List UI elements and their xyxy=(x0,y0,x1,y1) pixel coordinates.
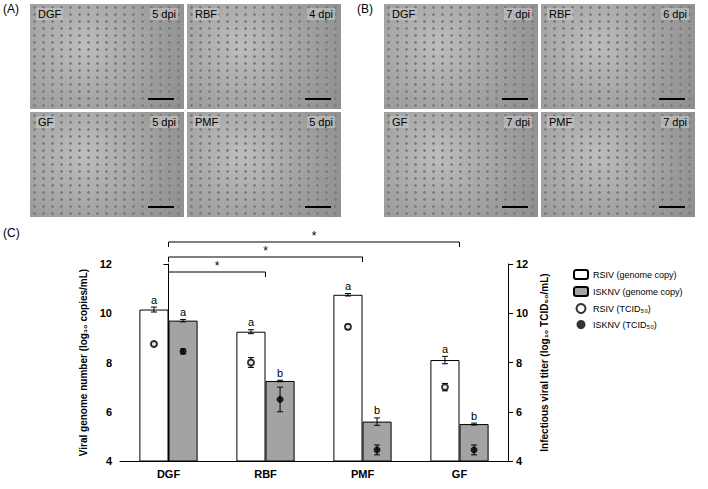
html-text:7 dpi: 7 dpi xyxy=(663,116,687,128)
svg-text:b: b xyxy=(277,367,283,379)
svg-text:10: 10 xyxy=(100,307,112,319)
svg-text:6: 6 xyxy=(516,406,522,418)
html-text:RBF: RBF xyxy=(195,8,217,20)
html-text:GF: GF xyxy=(38,116,54,128)
html-text:4 dpi: 4 dpi xyxy=(309,8,333,20)
svg-text:GF: GF xyxy=(452,468,468,480)
svg-text:b: b xyxy=(471,410,477,422)
html-text:5 dpi: 5 dpi xyxy=(152,8,176,20)
html-text:5 dpi: 5 dpi xyxy=(152,116,176,128)
svg-text:12: 12 xyxy=(516,258,528,270)
svg-text:4: 4 xyxy=(516,455,523,467)
html-text:DGF: DGF xyxy=(392,8,416,20)
html-text:7 dpi: 7 dpi xyxy=(506,8,530,20)
svg-text:12: 12 xyxy=(100,258,112,270)
svg-text:ISKNV (genome copy): ISKNV (genome copy) xyxy=(593,287,683,297)
svg-text:6: 6 xyxy=(106,406,112,418)
svg-text:RSIV (genome copy): RSIV (genome copy) xyxy=(593,270,677,280)
html-text:7 dpi: 7 dpi xyxy=(506,116,530,128)
html-text:(B): (B) xyxy=(357,2,373,16)
svg-text:RBF: RBF xyxy=(254,468,277,480)
svg-text:Viral genome number (log₁₀ cop: Viral genome number (log₁₀ copies/mL) xyxy=(78,269,89,456)
svg-text:a: a xyxy=(180,306,187,318)
html-text:6 dpi: 6 dpi xyxy=(663,8,687,20)
html-text:RBF: RBF xyxy=(549,8,571,20)
svg-text:*: * xyxy=(263,244,268,258)
html-text:PMF: PMF xyxy=(549,116,573,128)
html-text:GF: GF xyxy=(392,116,408,128)
svg-text:a: a xyxy=(248,316,255,328)
svg-text:4: 4 xyxy=(106,455,113,467)
svg-text:PMF: PMF xyxy=(351,468,375,480)
html-text:DGF: DGF xyxy=(38,8,62,20)
svg-text:ISKNV (TCID₅₀): ISKNV (TCID₅₀) xyxy=(593,320,657,330)
svg-text:DGF: DGF xyxy=(157,468,181,480)
svg-text:*: * xyxy=(215,259,220,273)
svg-text:a: a xyxy=(345,280,352,292)
html-text:(A): (A) xyxy=(3,2,19,16)
html-text:PMF: PMF xyxy=(195,116,219,128)
svg-text:*: * xyxy=(312,229,317,243)
svg-text:Infectious viral titer (log₁₀: Infectious viral titer (log₁₀ TCID₅₀/mL) xyxy=(539,273,550,451)
svg-text:RSIV (TCID₅₀): RSIV (TCID₅₀) xyxy=(593,304,651,314)
svg-text:a: a xyxy=(151,294,158,306)
html-text:5 dpi: 5 dpi xyxy=(309,116,333,128)
html-text:(C): (C) xyxy=(3,226,20,240)
svg-text:a: a xyxy=(442,343,449,355)
svg-text:b: b xyxy=(374,404,380,416)
svg-text:8: 8 xyxy=(106,357,112,369)
svg-text:10: 10 xyxy=(516,307,528,319)
svg-text:8: 8 xyxy=(516,357,522,369)
